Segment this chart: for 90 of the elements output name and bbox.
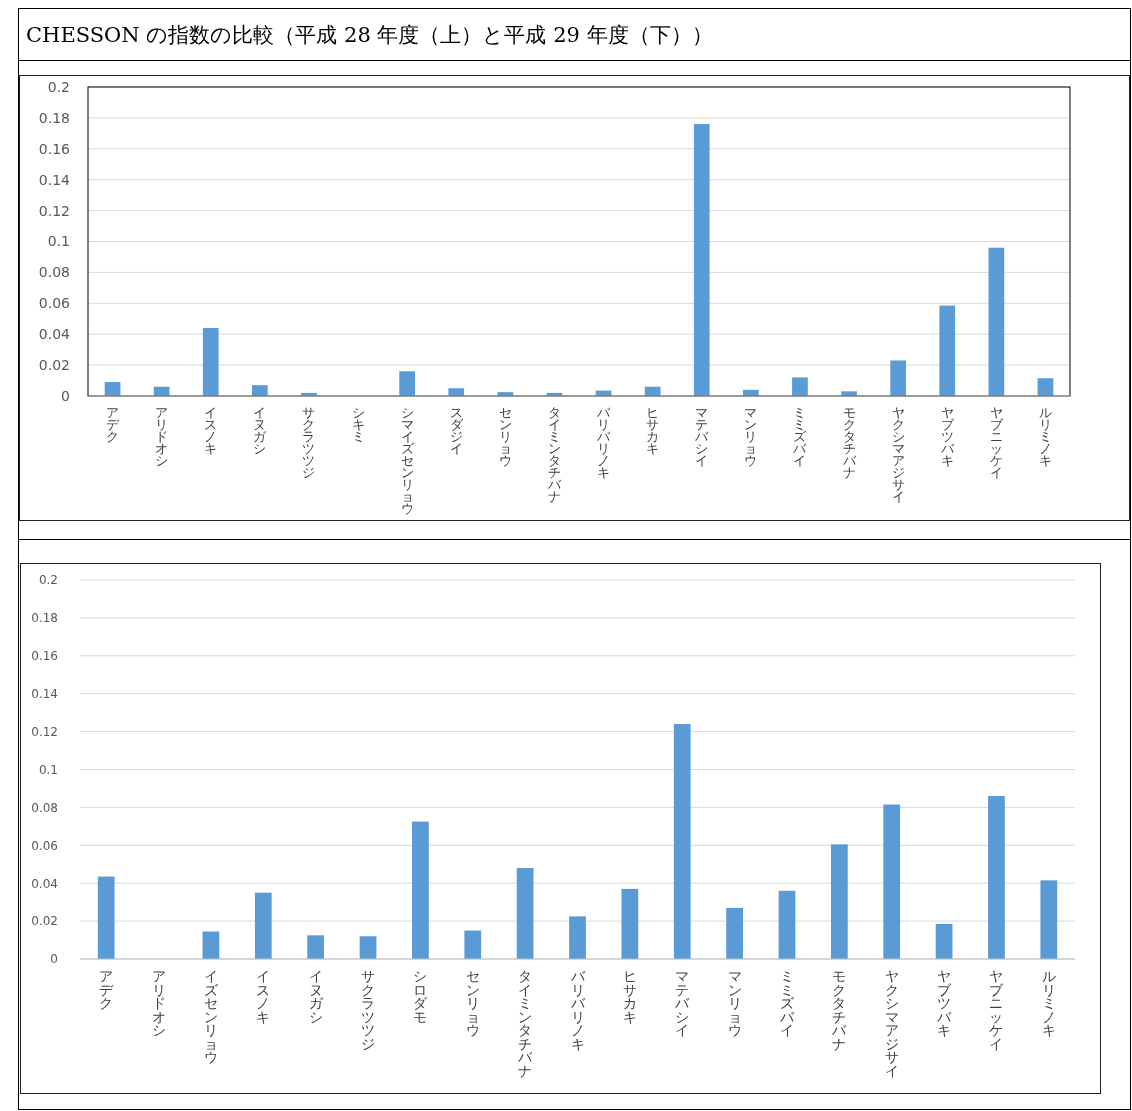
bar xyxy=(1040,880,1058,959)
x-tick-label: スダジイ xyxy=(449,404,464,456)
x-tick-label: ルリミノキ xyxy=(1041,968,1056,1038)
x-tick-label: ヤブツバキ xyxy=(936,968,953,1038)
x-tick-label: イスノキ xyxy=(256,968,271,1025)
y-tick-label: 0.2 xyxy=(47,78,70,95)
y-tick-label: 0.1 xyxy=(38,762,58,777)
bar xyxy=(254,892,272,959)
bar xyxy=(883,804,901,959)
y-tick-label: 0.14 xyxy=(31,687,58,702)
x-tick-label: アリドオシ xyxy=(151,968,166,1038)
x-tick-label: アリドオシ xyxy=(155,404,169,468)
y-tick-label: 0.06 xyxy=(31,838,58,853)
y-tick-label: 0.02 xyxy=(38,357,70,374)
x-tick-label: ルリミノキ xyxy=(1038,404,1052,468)
y-tick-label: 0.18 xyxy=(31,611,58,626)
y-tick-label: 0.08 xyxy=(31,800,58,815)
y-tick-label: 0.1 xyxy=(47,233,70,250)
x-tick-label: ヤブニッケイ xyxy=(989,404,1004,480)
bar xyxy=(778,890,796,959)
x-tick-label: ヤクシマアジサイ xyxy=(884,968,899,1079)
bar xyxy=(412,821,429,959)
y-tick-label: 0.04 xyxy=(31,876,58,891)
y-tick-label: 0.12 xyxy=(31,724,58,739)
bar xyxy=(693,124,710,396)
y-tick-label: 0.14 xyxy=(38,171,71,188)
x-tick-label: モクタチバナ xyxy=(831,968,848,1052)
bar xyxy=(1037,378,1054,396)
x-tick-label: イスノキ xyxy=(204,404,218,456)
y-tick-label: 0.04 xyxy=(38,326,71,343)
x-tick-label: バリバリノキ xyxy=(596,404,612,480)
bar xyxy=(569,916,586,959)
bar xyxy=(935,923,953,959)
x-tick-label: ヤブニッケイ xyxy=(989,968,1005,1052)
bar xyxy=(448,388,465,396)
x-tick-label: ミミズバイ xyxy=(778,968,795,1038)
bar xyxy=(359,936,377,959)
x-tick-label: アデク xyxy=(106,404,121,444)
y-tick-label: 0.02 xyxy=(31,914,58,929)
x-tick-label: センリョウ xyxy=(465,968,480,1038)
x-tick-label: マテバシイ xyxy=(674,968,691,1038)
bar xyxy=(202,931,220,959)
x-tick-label: ヒサカキ xyxy=(622,968,637,1025)
bar xyxy=(251,385,268,396)
x-tick-label: ヤクシマアジサイ xyxy=(891,404,905,504)
y-tick-label: 0 xyxy=(61,387,70,404)
chart-title: CHESSON の指数の比較（平成 28 年度（上）と平成 29 年度（下）） xyxy=(26,23,713,47)
x-tick-label: アデク xyxy=(99,968,115,1011)
x-tick-label: タイミンタチバナ xyxy=(546,404,562,504)
bar xyxy=(97,876,115,959)
x-tick-label: センリョウ xyxy=(498,404,512,468)
bar xyxy=(399,371,416,396)
x-tick-label: マンリョウ xyxy=(744,404,758,468)
y-tick-label: 0.16 xyxy=(38,140,71,157)
x-tick-label: シロダモ xyxy=(413,968,429,1025)
x-tick-label: イズセンリョウ xyxy=(203,968,219,1065)
x-tick-label: シキミ xyxy=(351,404,365,444)
x-tick-label: イヌガシ xyxy=(308,968,324,1025)
x-tick-label: ミミズバイ xyxy=(792,404,808,468)
bar xyxy=(673,724,691,959)
bar xyxy=(516,868,534,959)
x-tick-label: マンリョウ xyxy=(727,968,742,1038)
x-tick-label: ヤブツバキ xyxy=(939,404,955,468)
y-tick-label: 0.16 xyxy=(31,649,58,664)
x-tick-label: サクラツツジ xyxy=(361,968,376,1052)
x-tick-label: バリバリノキ xyxy=(569,968,586,1052)
y-tick-label: 0.08 xyxy=(38,264,70,281)
y-tick-label: 0.06 xyxy=(38,295,71,312)
x-tick-label: タイミンタチバナ xyxy=(517,968,534,1079)
x-tick-label: モクタチバナ xyxy=(841,404,857,480)
y-tick-label: 0.2 xyxy=(38,573,58,588)
bar xyxy=(830,844,848,959)
bar xyxy=(939,305,956,396)
bar xyxy=(988,247,1005,396)
x-tick-label: マテバシイ xyxy=(694,404,710,468)
bar xyxy=(464,930,482,959)
bar xyxy=(726,907,743,959)
y-tick-label: 0.18 xyxy=(38,109,70,126)
bar xyxy=(202,328,219,396)
bar xyxy=(792,377,808,396)
category-label: シマイズセンリョウ xyxy=(400,404,414,516)
bar xyxy=(890,360,907,396)
bar xyxy=(988,796,1005,959)
bar xyxy=(307,935,325,959)
y-tick-label: 0.12 xyxy=(38,202,70,219)
y-tick-label: 0 xyxy=(50,952,58,967)
x-tick-label: サクラツツジ xyxy=(302,404,316,480)
x-tick-label: イヌガシ xyxy=(253,404,268,456)
x-tick-label: ヒサカキ xyxy=(646,404,660,456)
bar xyxy=(621,888,639,959)
